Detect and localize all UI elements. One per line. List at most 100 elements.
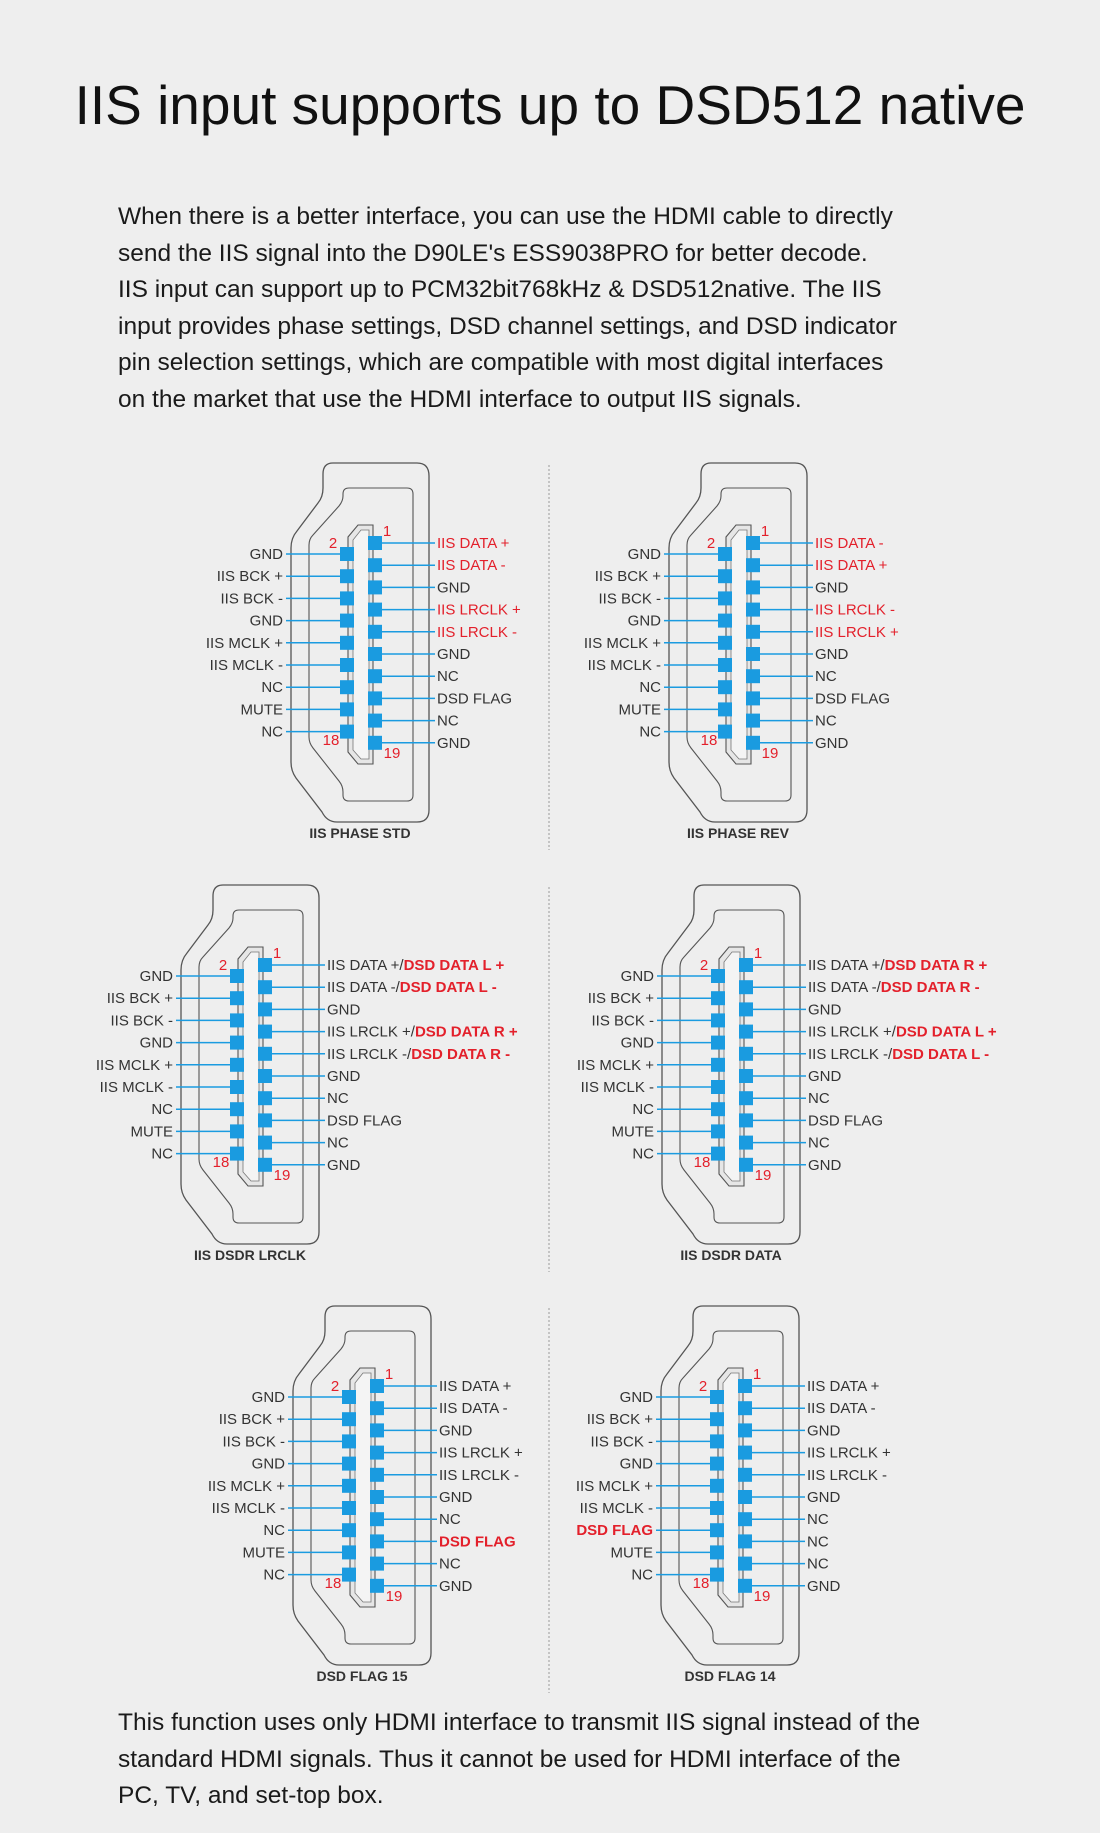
pin-label-segment: DSD DATA L - bbox=[892, 1046, 989, 1063]
pin-label-segment: GND bbox=[807, 1578, 841, 1595]
pin-label: NC bbox=[632, 1146, 654, 1163]
pin-label-segment: IIS BCK - bbox=[110, 1012, 173, 1029]
pin-label-segment: DSD DATA L + bbox=[404, 957, 505, 974]
intro-line: When there is a better interface, you ca… bbox=[118, 203, 893, 230]
pin-label-segment: IIS BCK - bbox=[598, 590, 661, 607]
pin-label: IIS DATA + bbox=[807, 1378, 880, 1395]
pin-label: IIS LRCLK + bbox=[815, 624, 899, 641]
connector-inner-outline bbox=[308, 487, 414, 802]
pin-label-segment: IIS DATA +/ bbox=[327, 957, 404, 974]
pin-pad bbox=[258, 1091, 272, 1106]
pin-label: IIS MCLK - bbox=[588, 657, 661, 674]
pin-number: 2 bbox=[329, 535, 337, 552]
pin-label-segment: DSD DATA R - bbox=[881, 979, 980, 996]
pin-pad bbox=[746, 647, 760, 661]
pin-label-segment: GND bbox=[815, 579, 849, 596]
pin-label: GND bbox=[437, 646, 471, 663]
pin-label: GND bbox=[250, 613, 284, 630]
connector-outer-outline bbox=[660, 1305, 800, 1666]
pin-label-segment: IIS LRCLK - bbox=[437, 624, 517, 641]
pin-label: GND bbox=[252, 1389, 286, 1406]
pin-label-segment: IIS DATA + bbox=[815, 557, 888, 574]
pin-label: GND bbox=[628, 613, 662, 630]
pin-pad bbox=[370, 1534, 384, 1549]
pin-pad bbox=[230, 1124, 244, 1139]
pin-label-segment: GND bbox=[808, 1068, 842, 1085]
pin-number: 2 bbox=[331, 1378, 339, 1395]
pin-label: GND bbox=[439, 1578, 473, 1595]
pin-label: IIS DATA -/DSD DATA L - bbox=[327, 979, 497, 996]
pin-label: MUTE bbox=[611, 1544, 654, 1561]
pin-pad bbox=[340, 724, 354, 739]
pin-label-segment: IIS DATA + bbox=[437, 535, 510, 552]
pin-label-segment: MUTE bbox=[619, 701, 662, 718]
pin-label-segment: IIS MCLK + bbox=[208, 1478, 285, 1495]
pin-label-segment: IIS BCK - bbox=[220, 590, 283, 607]
connector-tongue-inner bbox=[352, 529, 370, 760]
pin-pad bbox=[711, 1146, 725, 1161]
pin-label-segment: GND bbox=[437, 646, 471, 663]
pin-pad bbox=[370, 1423, 384, 1438]
pin-label-segment: NC bbox=[437, 668, 459, 685]
hdmi-pinout-dsd-flag-15: GND IIS BCK + IIS BCK - GND IIS MCLK + IIS MC… bbox=[208, 1305, 523, 1684]
pin-pad bbox=[738, 1490, 752, 1504]
pin-label-segment: IIS LRCLK -/ bbox=[327, 1046, 412, 1063]
pin-label: IIS DATA + bbox=[439, 1378, 512, 1395]
pin-label: GND bbox=[808, 1001, 842, 1018]
pin-pad bbox=[340, 680, 354, 695]
pin-pad bbox=[230, 1057, 244, 1072]
connector-inner-outline bbox=[678, 1330, 784, 1645]
pin-label: GND bbox=[327, 1001, 361, 1018]
pin-label-segment: NC bbox=[639, 679, 661, 696]
pin-label: GND bbox=[439, 1489, 473, 1506]
pin-label: IIS DATA - bbox=[815, 535, 884, 552]
pin-label: IIS BCK - bbox=[110, 1012, 173, 1029]
pin-pad bbox=[738, 1445, 752, 1460]
pin-pad bbox=[258, 958, 272, 972]
pin-pad bbox=[718, 613, 732, 628]
pin-pad bbox=[230, 1146, 244, 1161]
pin-pad bbox=[746, 558, 760, 573]
pin-label: GND bbox=[252, 1456, 286, 1473]
pin-label: IIS LRCLK - bbox=[807, 1467, 887, 1484]
pin-label: IIS MCLK + bbox=[584, 635, 661, 652]
pin-label: GND bbox=[250, 546, 284, 563]
pin-label: IIS MCLK + bbox=[577, 1057, 654, 1074]
pin-label-segment: DSD DATA R + bbox=[415, 1024, 518, 1041]
pin-pad bbox=[710, 1567, 724, 1582]
pin-pad bbox=[340, 591, 354, 606]
pin-number: 1 bbox=[761, 523, 769, 540]
pin-pad bbox=[230, 969, 244, 983]
hdmi-pinout-iis-dsdr-lrclk: GND IIS BCK + IIS BCK - GND IIS MCLK + IIS MC… bbox=[96, 884, 518, 1263]
pin-label: IIS DATA + bbox=[815, 557, 888, 574]
pin-number: 18 bbox=[693, 1575, 710, 1592]
pin-label-segment: GND bbox=[621, 968, 655, 985]
connector-tongue-inner bbox=[723, 951, 741, 1182]
hdmi-pinout-iis-phase-rev: GND IIS BCK + IIS BCK - GND IIS MCLK + IIS MC… bbox=[584, 462, 899, 841]
hdmi-pinout-iis-phase-std: GND IIS BCK + IIS BCK - GND IIS MCLK + IIS MC… bbox=[206, 462, 521, 841]
pin-label: IIS MCLK - bbox=[580, 1500, 653, 1517]
pin-number: 2 bbox=[219, 957, 227, 974]
pin-label: NC bbox=[261, 724, 283, 741]
pin-pad bbox=[739, 1113, 753, 1128]
connector-outer-outline bbox=[292, 1305, 432, 1666]
diagram-caption: IIS DSDR DATA bbox=[680, 1247, 781, 1263]
pin-label-segment: IIS MCLK - bbox=[580, 1500, 653, 1517]
pin-pad bbox=[710, 1545, 724, 1560]
pin-label: IIS MCLK + bbox=[206, 635, 283, 652]
pin-label: MUTE bbox=[612, 1123, 655, 1140]
connector-inner-outline bbox=[310, 1330, 416, 1645]
pin-label: IIS DATA +/DSD DATA R + bbox=[808, 957, 987, 974]
pin-pad bbox=[739, 1091, 753, 1106]
pin-pad bbox=[340, 569, 354, 584]
pin-label-segment: GND bbox=[252, 1389, 286, 1406]
pin-label: IIS BCK + bbox=[588, 990, 655, 1007]
pin-pad bbox=[746, 669, 760, 684]
pin-label: GND bbox=[807, 1422, 841, 1439]
pin-label-segment: IIS BCK - bbox=[590, 1433, 653, 1450]
pin-label: IIS MCLK - bbox=[210, 657, 283, 674]
pin-pad bbox=[230, 1102, 244, 1117]
pin-pad bbox=[342, 1523, 356, 1538]
pin-label-segment: NC bbox=[807, 1556, 829, 1573]
pin-pad bbox=[739, 958, 753, 972]
